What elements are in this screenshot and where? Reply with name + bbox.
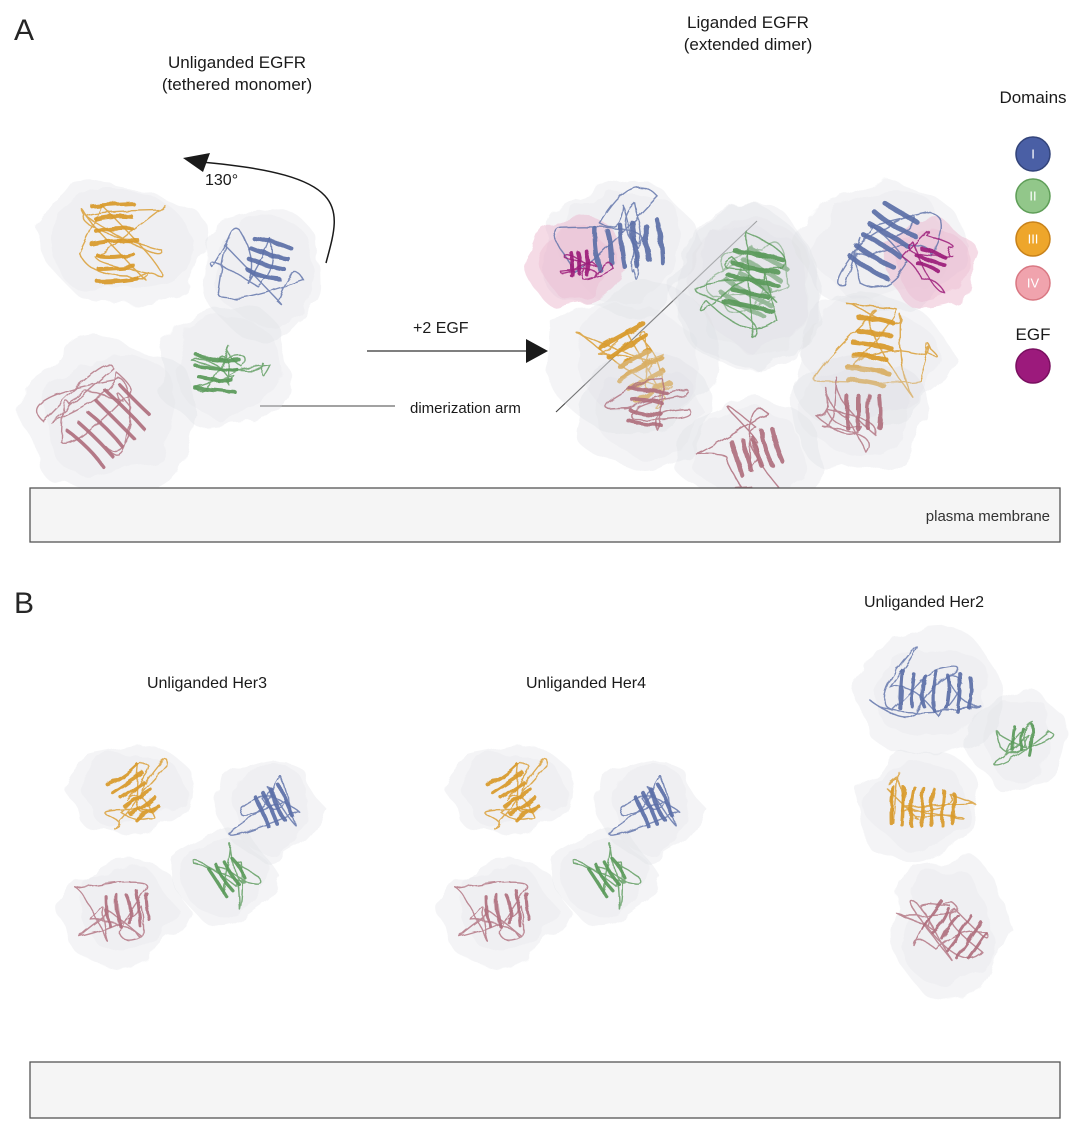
svg-text:Liganded EGFR: Liganded EGFR <box>687 13 809 32</box>
svg-text:Unliganded EGFR: Unliganded EGFR <box>168 53 306 72</box>
svg-text:EGF: EGF <box>1016 325 1051 344</box>
svg-text:+2 EGF: +2 EGF <box>413 320 469 337</box>
svg-text:Unliganded Her2: Unliganded Her2 <box>864 594 984 611</box>
svg-text:(tethered monomer): (tethered monomer) <box>162 75 312 94</box>
svg-text:(extended dimer): (extended dimer) <box>684 35 813 54</box>
svg-text:A: A <box>14 14 34 47</box>
svg-text:II: II <box>1029 189 1036 204</box>
svg-text:Unliganded Her3: Unliganded Her3 <box>147 675 267 692</box>
svg-text:Domains: Domains <box>999 88 1066 107</box>
svg-text:IV: IV <box>1027 276 1040 291</box>
svg-text:B: B <box>14 587 34 620</box>
svg-text:I: I <box>1031 147 1035 162</box>
svg-text:III: III <box>1028 232 1039 247</box>
svg-text:dimerization arm: dimerization arm <box>410 400 521 417</box>
svg-text:Unliganded Her4: Unliganded Her4 <box>526 675 646 692</box>
svg-text:130°: 130° <box>205 172 238 189</box>
svg-text:plasma membrane: plasma membrane <box>926 508 1050 525</box>
